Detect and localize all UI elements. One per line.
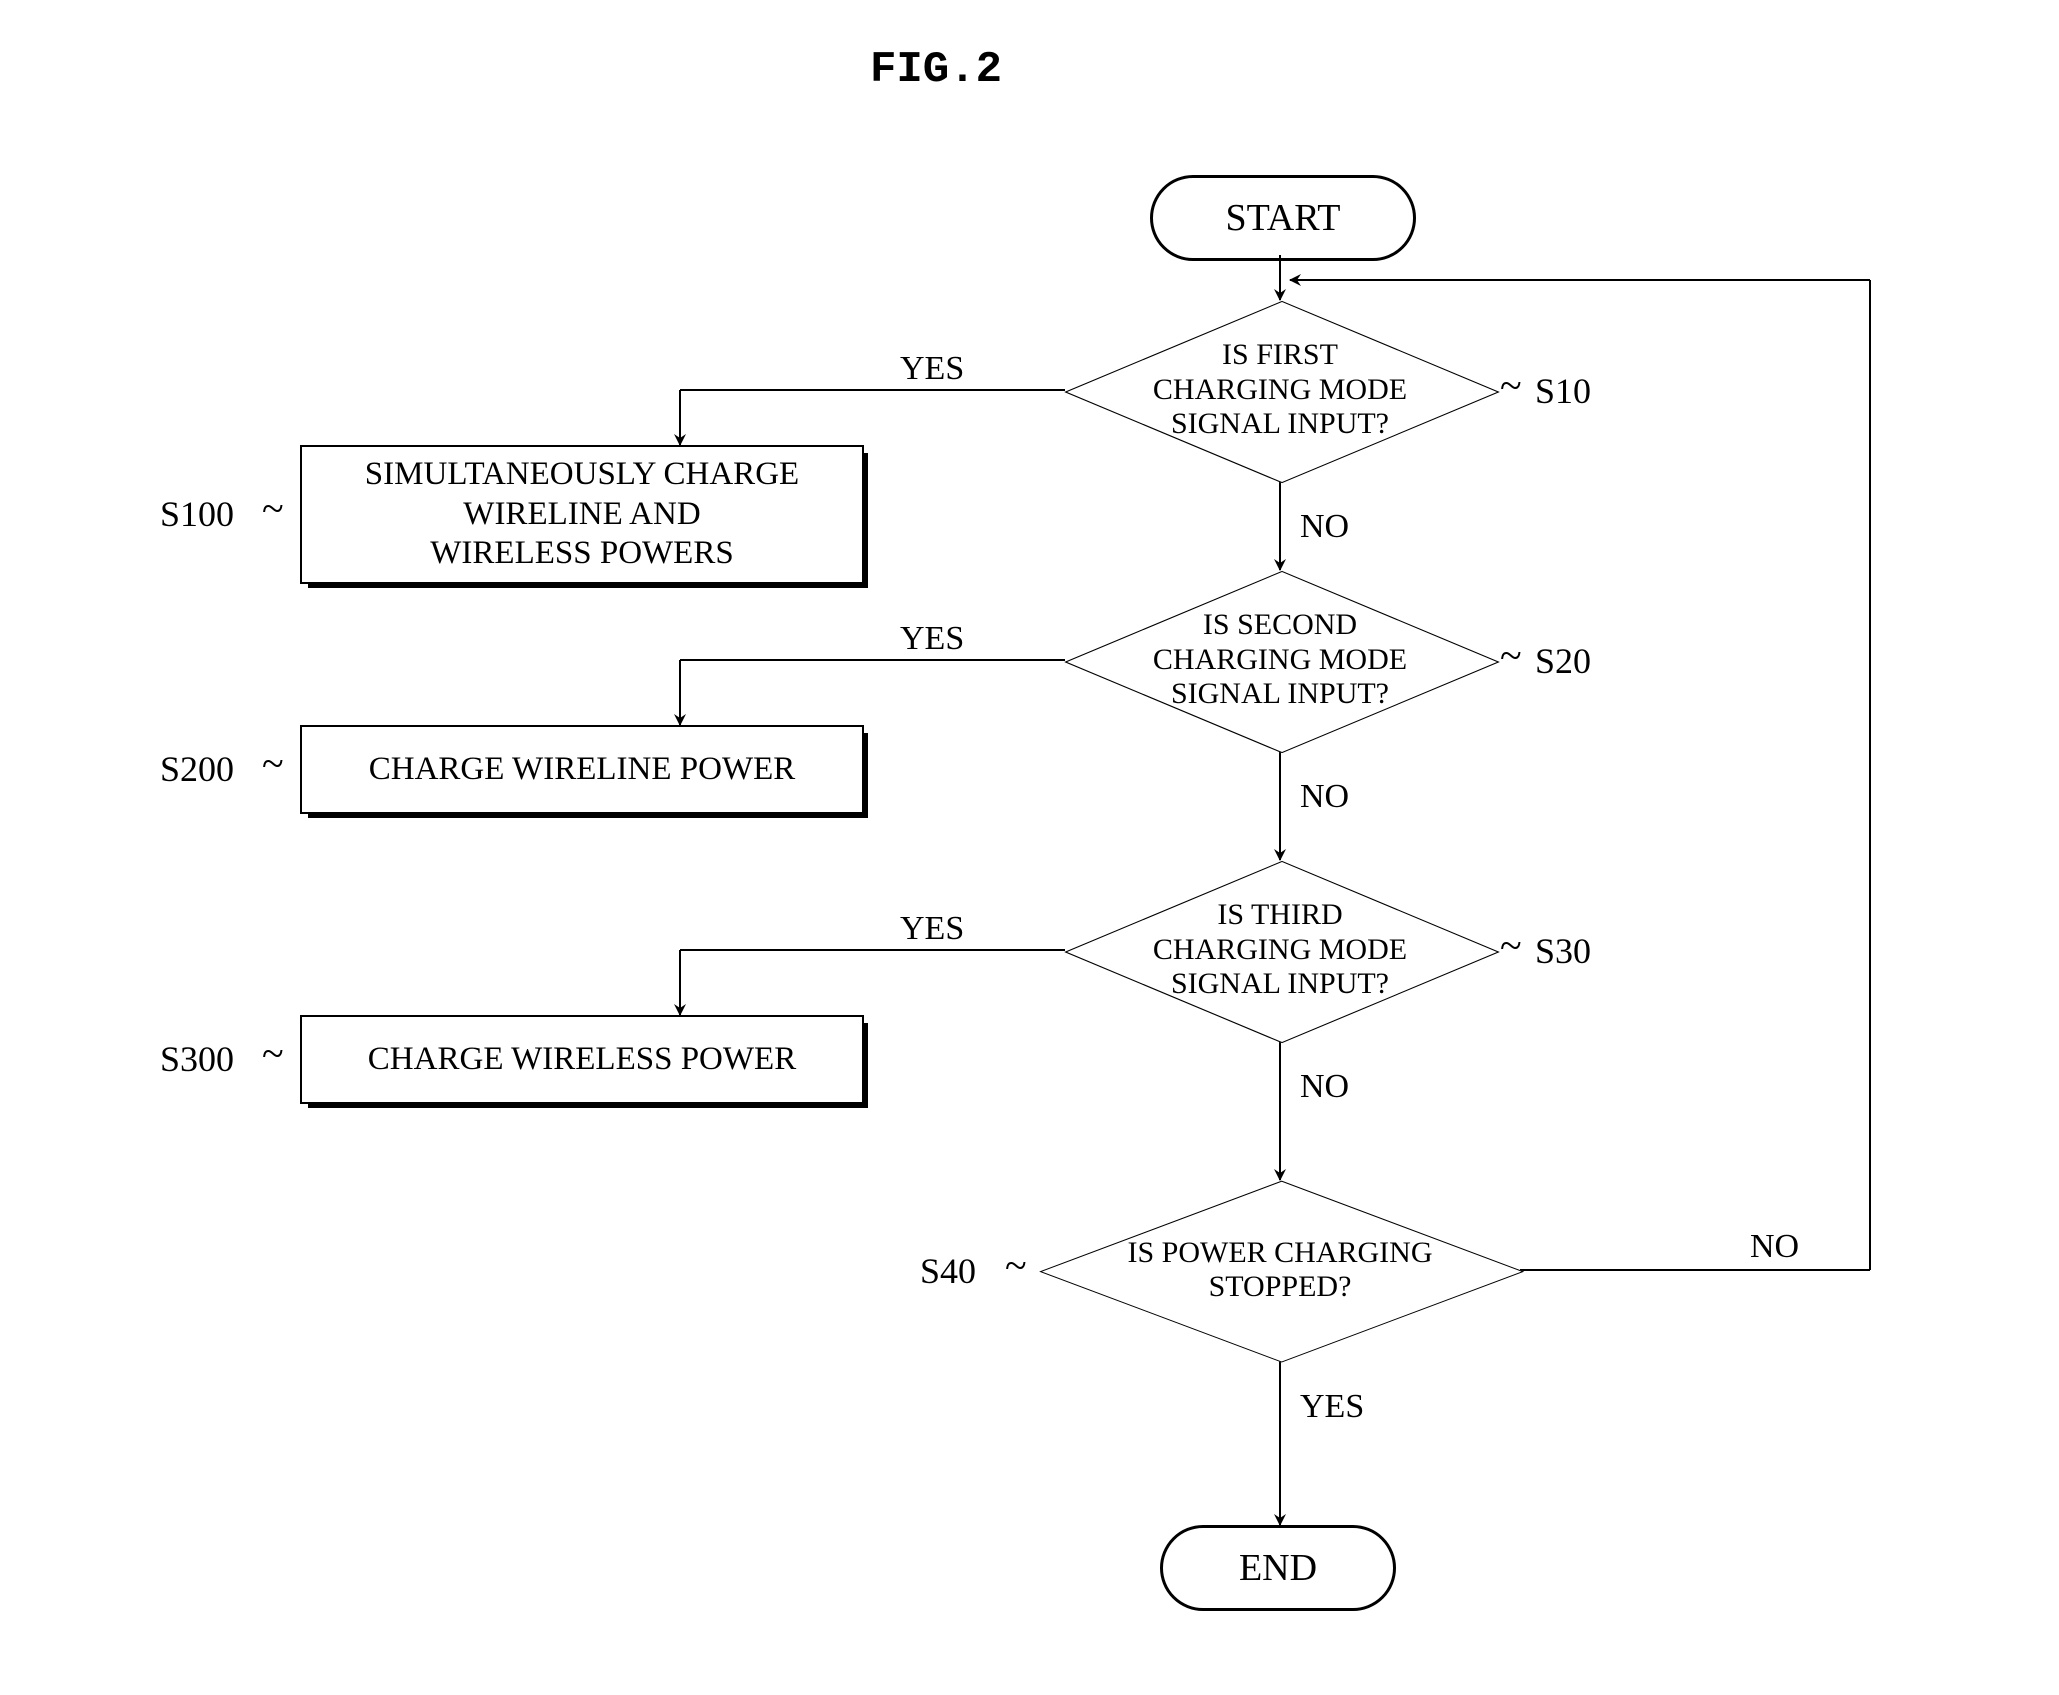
- step-reference: S30: [1535, 930, 1591, 972]
- decision-text: IS SECOND CHARGING MODE SIGNAL INPUT?: [1065, 570, 1495, 750]
- process-node: CHARGE WIRELINE POWER: [300, 725, 860, 810]
- step-reference: S300: [160, 1038, 234, 1080]
- branch-label: YES: [900, 910, 964, 948]
- branch-label: NO: [1300, 1068, 1349, 1106]
- process-text: CHARGE WIRELESS POWER: [300, 1015, 864, 1104]
- step-reference: S200: [160, 748, 234, 790]
- process-node: SIMULTANEOUSLY CHARGE WIRELINE AND WIREL…: [300, 445, 860, 580]
- start-label: START: [1225, 196, 1340, 240]
- branch-label: YES: [1300, 1388, 1364, 1426]
- step-reference: S10: [1535, 370, 1591, 412]
- step-reference: S40: [920, 1250, 976, 1292]
- ref-connector: ~: [1500, 632, 1522, 679]
- end-label: END: [1239, 1546, 1317, 1590]
- flowchart-canvas: FIG.2 START END IS FIRST CHARGING MODE S…: [0, 0, 2059, 1695]
- branch-label: YES: [900, 350, 964, 388]
- ref-connector: ~: [262, 740, 284, 787]
- decision-text: IS THIRD CHARGING MODE SIGNAL INPUT?: [1065, 860, 1495, 1040]
- end-terminator: END: [1160, 1525, 1396, 1611]
- process-text: CHARGE WIRELINE POWER: [300, 725, 864, 814]
- step-reference: S20: [1535, 640, 1591, 682]
- ref-connector: ~: [1005, 1242, 1027, 1289]
- step-reference: S100: [160, 493, 234, 535]
- connector-lines: [0, 0, 2059, 1695]
- branch-label: NO: [1750, 1228, 1799, 1266]
- decision-text: IS POWER CHARGING STOPPED?: [1040, 1180, 1520, 1360]
- process-node: CHARGE WIRELESS POWER: [300, 1015, 860, 1100]
- branch-label: NO: [1300, 778, 1349, 816]
- start-terminator: START: [1150, 175, 1416, 261]
- branch-label: NO: [1300, 508, 1349, 546]
- ref-connector: ~: [262, 1030, 284, 1077]
- figure-title: FIG.2: [870, 45, 1002, 95]
- process-text: SIMULTANEOUSLY CHARGE WIRELINE AND WIREL…: [300, 445, 864, 584]
- ref-connector: ~: [1500, 922, 1522, 969]
- decision-text: IS FIRST CHARGING MODE SIGNAL INPUT?: [1065, 300, 1495, 480]
- ref-connector: ~: [262, 485, 284, 532]
- ref-connector: ~: [1500, 362, 1522, 409]
- branch-label: YES: [900, 620, 964, 658]
